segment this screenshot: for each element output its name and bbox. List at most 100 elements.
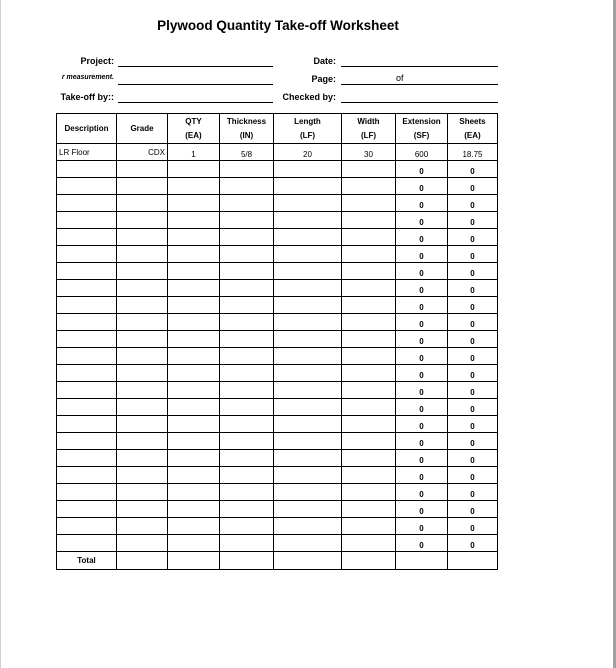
cell-thickness[interactable] [219,279,274,297]
cell-description[interactable] [56,398,117,416]
cell-description[interactable] [56,534,117,552]
cell-length[interactable] [273,296,342,314]
project-field[interactable] [118,56,273,67]
cell-width[interactable] [341,194,396,212]
cell-length[interactable] [273,415,342,433]
measurement-field[interactable] [118,74,273,85]
cell-extension[interactable]: 0 [395,415,448,433]
cell-sheets[interactable]: 0 [447,415,498,433]
cell-grade[interactable] [116,279,168,297]
cell-extension[interactable]: 0 [395,381,448,399]
cell-extension[interactable]: 0 [395,279,448,297]
cell-length[interactable] [273,177,342,195]
cell-qty[interactable] [167,228,220,246]
cell-width[interactable] [341,517,396,535]
cell-extension[interactable]: 0 [395,432,448,450]
cell-grade[interactable] [116,500,168,518]
cell-length[interactable] [273,466,342,484]
cell-length[interactable] [273,262,342,280]
cell-description[interactable] [56,449,117,467]
cell-qty[interactable] [167,500,220,518]
cell-sheets[interactable]: 0 [447,517,498,535]
cell-thickness[interactable] [219,245,274,263]
cell-description[interactable] [56,500,117,518]
cell-grade[interactable] [116,398,168,416]
cell-thickness[interactable] [219,466,274,484]
cell-grade[interactable] [116,449,168,467]
cell-sheets[interactable]: 0 [447,160,498,178]
cell-length[interactable]: 20 [273,143,342,161]
cell-sheets[interactable]: 0 [447,500,498,518]
cell-length[interactable] [273,432,342,450]
cell-length[interactable] [273,194,342,212]
cell-qty[interactable] [167,398,220,416]
cell-sheets[interactable]: 0 [447,364,498,382]
cell-thickness[interactable] [219,330,274,348]
cell-description[interactable] [56,211,117,229]
cell-description[interactable]: LR Floor [56,143,117,161]
cell-extension[interactable]: 0 [395,330,448,348]
cell-sheets[interactable]: 0 [447,245,498,263]
cell-description[interactable] [56,194,117,212]
cell-qty[interactable] [167,177,220,195]
cell-length[interactable] [273,517,342,535]
cell-grade[interactable] [116,194,168,212]
cell-grade[interactable] [116,177,168,195]
cell-width[interactable]: 30 [341,143,396,161]
cell-grade[interactable] [116,160,168,178]
cell-sheets[interactable]: 0 [447,296,498,314]
cell-width[interactable] [341,330,396,348]
cell-width[interactable] [341,296,396,314]
cell-length[interactable] [273,211,342,229]
cell-qty[interactable] [167,364,220,382]
cell-qty[interactable] [167,245,220,263]
cell-qty[interactable] [167,211,220,229]
cell-qty[interactable] [167,313,220,331]
cell-qty[interactable] [167,296,220,314]
cell-length[interactable] [273,398,342,416]
cell-length[interactable] [273,330,342,348]
cell-extension[interactable]: 0 [395,160,448,178]
cell-length[interactable] [273,228,342,246]
cell-grade[interactable]: CDX [116,143,168,161]
cell-description[interactable] [56,245,117,263]
cell-grade[interactable] [116,245,168,263]
cell-description[interactable] [56,279,117,297]
total-sheets[interactable] [447,551,498,570]
cell-description[interactable] [56,517,117,535]
cell-thickness[interactable] [219,415,274,433]
total-grade[interactable] [116,551,168,570]
cell-description[interactable] [56,262,117,280]
cell-sheets[interactable]: 0 [447,279,498,297]
cell-sheets[interactable]: 0 [447,330,498,348]
cell-thickness[interactable] [219,177,274,195]
cell-sheets[interactable]: 0 [447,398,498,416]
date-field[interactable] [341,56,498,67]
cell-grade[interactable] [116,534,168,552]
cell-sheets[interactable]: 0 [447,432,498,450]
cell-qty[interactable]: 1 [167,143,220,161]
cell-sheets[interactable]: 0 [447,466,498,484]
cell-grade[interactable] [116,364,168,382]
cell-sheets[interactable]: 0 [447,483,498,501]
cell-length[interactable] [273,160,342,178]
cell-width[interactable] [341,534,396,552]
cell-grade[interactable] [116,381,168,399]
cell-grade[interactable] [116,347,168,365]
cell-extension[interactable]: 0 [395,466,448,484]
cell-extension[interactable]: 0 [395,500,448,518]
cell-extension[interactable]: 0 [395,245,448,263]
cell-width[interactable] [341,398,396,416]
cell-width[interactable] [341,211,396,229]
cell-description[interactable] [56,381,117,399]
total-length[interactable] [273,551,342,570]
cell-extension[interactable]: 0 [395,228,448,246]
cell-extension[interactable]: 0 [395,483,448,501]
cell-extension[interactable]: 0 [395,347,448,365]
cell-description[interactable] [56,432,117,450]
cell-qty[interactable] [167,347,220,365]
cell-sheets[interactable]: 0 [447,228,498,246]
cell-grade[interactable] [116,466,168,484]
cell-qty[interactable] [167,160,220,178]
cell-length[interactable] [273,313,342,331]
